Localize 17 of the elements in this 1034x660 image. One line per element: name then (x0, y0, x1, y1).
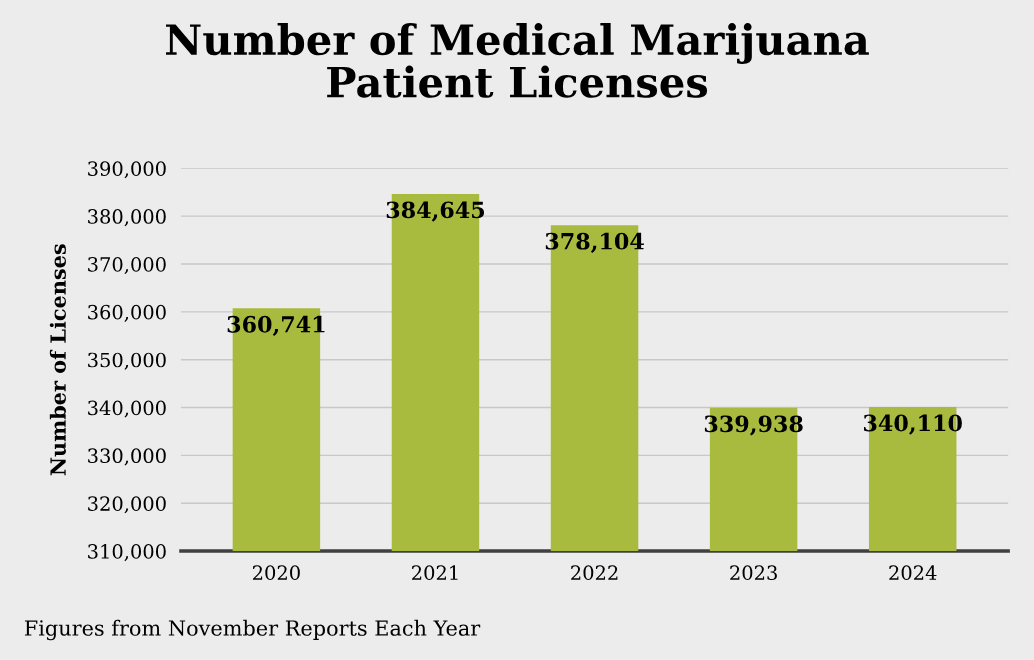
y-tick-label: 320,000 (88, 496, 166, 514)
x-tick-label: 2024 (889, 565, 937, 581)
x-tick-label: 2020 (252, 565, 300, 581)
y-axis-title: Number of Licenses (49, 244, 66, 476)
y-tick-label: 370,000 (88, 256, 166, 275)
y-tick-label: 360,000 (88, 304, 166, 322)
y-tick-label: 330,000 (88, 448, 166, 466)
x-tick-label: 2023 (730, 565, 777, 581)
text: Figures from November Reports Each Year (24, 619, 481, 641)
chart-title: Number of Medical Marijuana Patient Licenses (166, 23, 869, 98)
y-tick-label: 390,000 (88, 161, 166, 179)
x-tick-label: 2021 (412, 565, 458, 581)
x-tick-label: 2022 (571, 565, 618, 581)
y-tick-label: 340,000 (88, 400, 166, 418)
y-tick-label: 310,000 (88, 544, 166, 562)
y-tick-label: 380,000 (88, 209, 166, 227)
y-tick-label: 350,000 (88, 352, 166, 370)
